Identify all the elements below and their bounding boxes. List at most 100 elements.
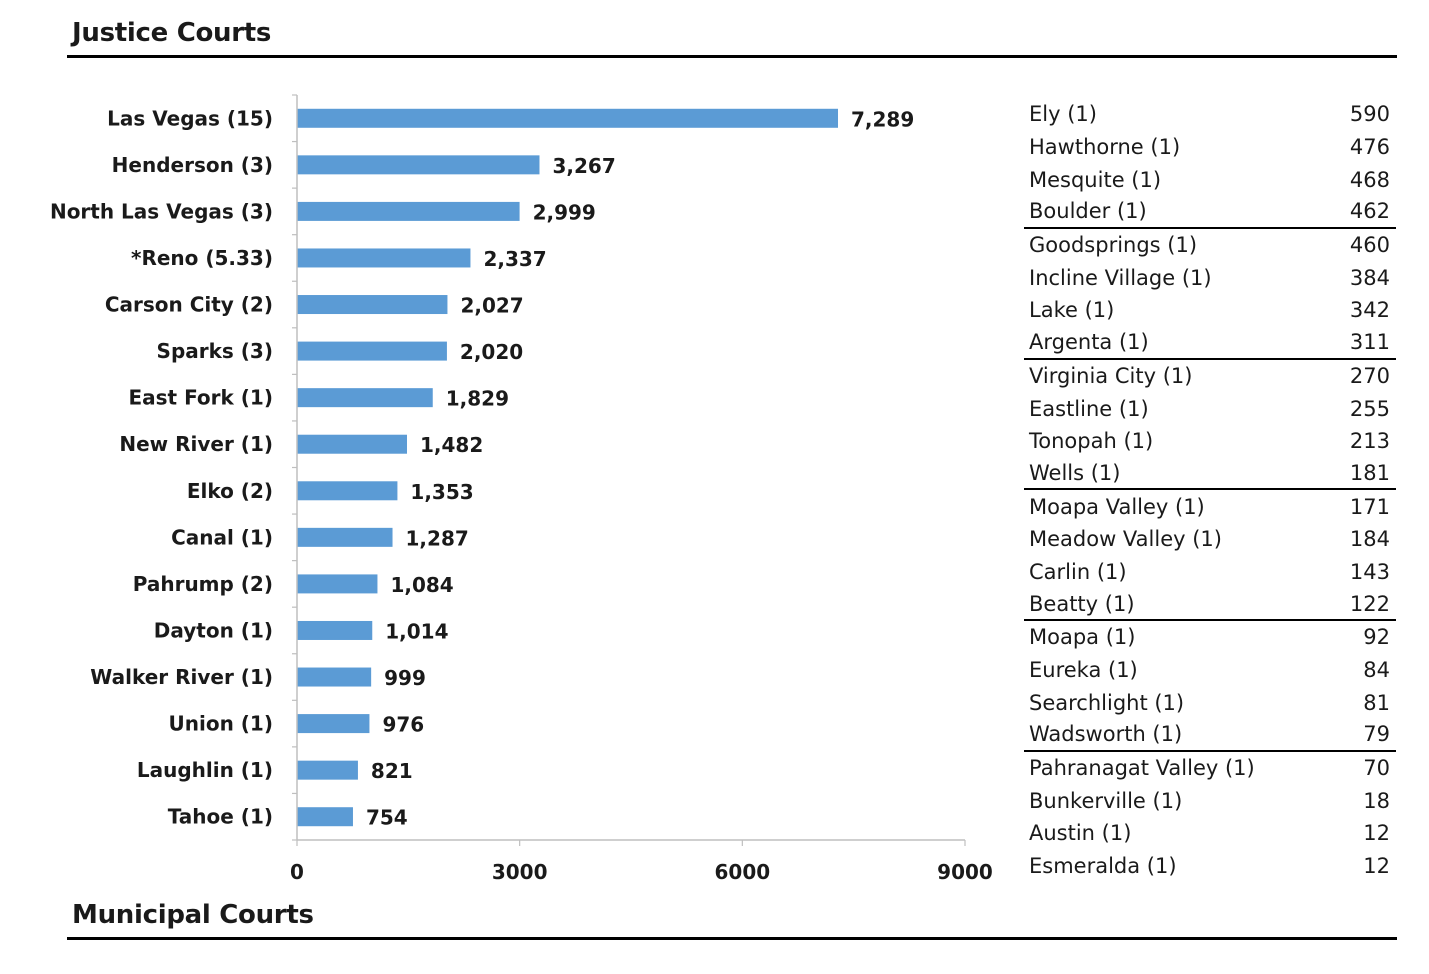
value-label: 7,289 (851, 107, 914, 131)
table-row: Argenta (1) 311 (1024, 327, 1396, 360)
table-row: Wadsworth (1) 79 (1024, 719, 1396, 752)
court-value: 12 (1363, 821, 1390, 846)
bar (297, 667, 372, 687)
table-row: Wells (1) 181 (1024, 458, 1396, 491)
category-label: Henderson (3) (112, 153, 273, 177)
table-row: Austin (1) 12 (1024, 817, 1396, 850)
value-label: 2,020 (460, 340, 523, 364)
table-row: Bunkerville (1) 18 (1024, 784, 1396, 817)
category-label: North Las Vegas (3) (50, 199, 273, 223)
table-row: Lake (1) 342 (1024, 294, 1396, 327)
court-name: Tonopah (1) (1029, 429, 1154, 454)
bar (297, 481, 398, 501)
value-label: 2,027 (460, 294, 523, 318)
value-label: 3,267 (552, 154, 615, 178)
court-name: Wadsworth (1) (1029, 722, 1183, 747)
value-label: 976 (382, 713, 424, 737)
court-name: Incline Village (1) (1029, 265, 1212, 290)
category-label: Pahrump (2) (133, 572, 273, 596)
value-label: 1,014 (385, 619, 448, 643)
value-label: 821 (371, 759, 413, 783)
court-name: Esmeralda (1) (1029, 854, 1177, 879)
court-value: 468 (1349, 167, 1390, 192)
value-label: 2,999 (533, 200, 596, 224)
category-label: Laughlin (1) (137, 758, 273, 782)
category-label: *Reno (5.33) (131, 246, 273, 270)
court-value: 18 (1363, 788, 1390, 813)
x-tick-label: 6000 (714, 860, 770, 884)
court-name: Meadow Valley (1) (1029, 527, 1222, 552)
court-value: 12 (1363, 854, 1390, 879)
table-row: Boulder (1) 462 (1024, 196, 1396, 229)
bar (297, 155, 540, 175)
court-name: Wells (1) (1029, 460, 1121, 485)
x-tick-label: 9000 (937, 860, 993, 884)
court-value: 70 (1363, 756, 1390, 781)
table-row: Carlin (1) 143 (1024, 556, 1396, 589)
table-row: Searchlight (1) 81 (1024, 686, 1396, 719)
court-name: Argenta (1) (1029, 330, 1149, 355)
court-name: Hawthorne (1) (1029, 135, 1181, 160)
table-row: Esmeralda (1) 12 (1024, 850, 1396, 883)
court-value: 213 (1349, 429, 1390, 454)
court-value: 92 (1363, 625, 1390, 650)
bar (297, 807, 353, 827)
bar (297, 248, 471, 268)
value-label: 2,337 (483, 247, 546, 271)
court-name: Goodsprings (1) (1029, 233, 1198, 258)
court-value: 384 (1349, 265, 1390, 290)
table-row: Tonopah (1) 213 (1024, 425, 1396, 458)
court-name: Searchlight (1) (1029, 690, 1185, 715)
court-name: Eureka (1) (1029, 658, 1138, 683)
category-label: Tahoe (1) (168, 805, 273, 829)
table-row: Beatty (1) 122 (1024, 588, 1396, 621)
court-name: Eastline (1) (1029, 396, 1149, 421)
court-value: 81 (1363, 690, 1390, 715)
court-value: 462 (1349, 199, 1390, 224)
value-label: 1,482 (420, 433, 483, 457)
bar (297, 341, 447, 361)
table-row: Incline Village (1) 384 (1024, 261, 1396, 294)
table-row: Moapa (1) 92 (1024, 621, 1396, 654)
justice-courts-bar-chart: Las Vegas (15) 7,289 Henderson (3) 3,267 Nor… (50, 94, 993, 884)
bar (297, 295, 448, 315)
category-label: Canal (1) (171, 525, 273, 549)
court-name: Bunkerville (1) (1029, 788, 1183, 813)
court-value: 311 (1349, 330, 1390, 355)
justice-courts-title: Justice Courts (72, 18, 272, 48)
value-label: 1,287 (406, 526, 469, 550)
table-row: Moapa Valley (1) 171 (1024, 490, 1396, 523)
bar (297, 388, 433, 408)
category-label: Elko (2) (187, 479, 273, 503)
justice-title-rule (67, 55, 1397, 58)
court-name: Pahranagat Valley (1) (1029, 756, 1255, 781)
court-value: 270 (1349, 363, 1390, 388)
value-label: 754 (366, 806, 408, 830)
bar (297, 434, 407, 454)
x-tick-label: 3000 (492, 860, 548, 884)
court-name: Austin (1) (1029, 821, 1132, 846)
bar (297, 201, 520, 221)
court-value: 255 (1349, 396, 1390, 421)
table-row: Mesquite (1) 468 (1024, 163, 1396, 196)
table-row: Eastline (1) 255 (1024, 392, 1396, 425)
table-row: Eureka (1) 84 (1024, 654, 1396, 687)
court-value: 84 (1363, 658, 1390, 683)
table-row: Goodsprings (1) 460 (1024, 229, 1396, 262)
value-label: 1,353 (410, 480, 473, 504)
court-name: Moapa (1) (1029, 625, 1136, 650)
municipal-courts-title: Municipal Courts (72, 900, 314, 930)
value-label: 999 (384, 666, 426, 690)
table-row: Hawthorne (1) 476 (1024, 131, 1396, 164)
category-label: Union (1) (169, 712, 273, 736)
court-name: Mesquite (1) (1029, 167, 1162, 192)
category-label: East Fork (1) (128, 386, 273, 410)
bar (297, 527, 393, 547)
court-value: 184 (1349, 527, 1390, 552)
court-name: Boulder (1) (1029, 199, 1147, 224)
municipal-title-rule (67, 937, 1397, 940)
bar (297, 760, 358, 780)
court-name: Carlin (1) (1029, 559, 1127, 584)
bar (297, 714, 370, 734)
court-name: Virginia City (1) (1029, 363, 1193, 388)
